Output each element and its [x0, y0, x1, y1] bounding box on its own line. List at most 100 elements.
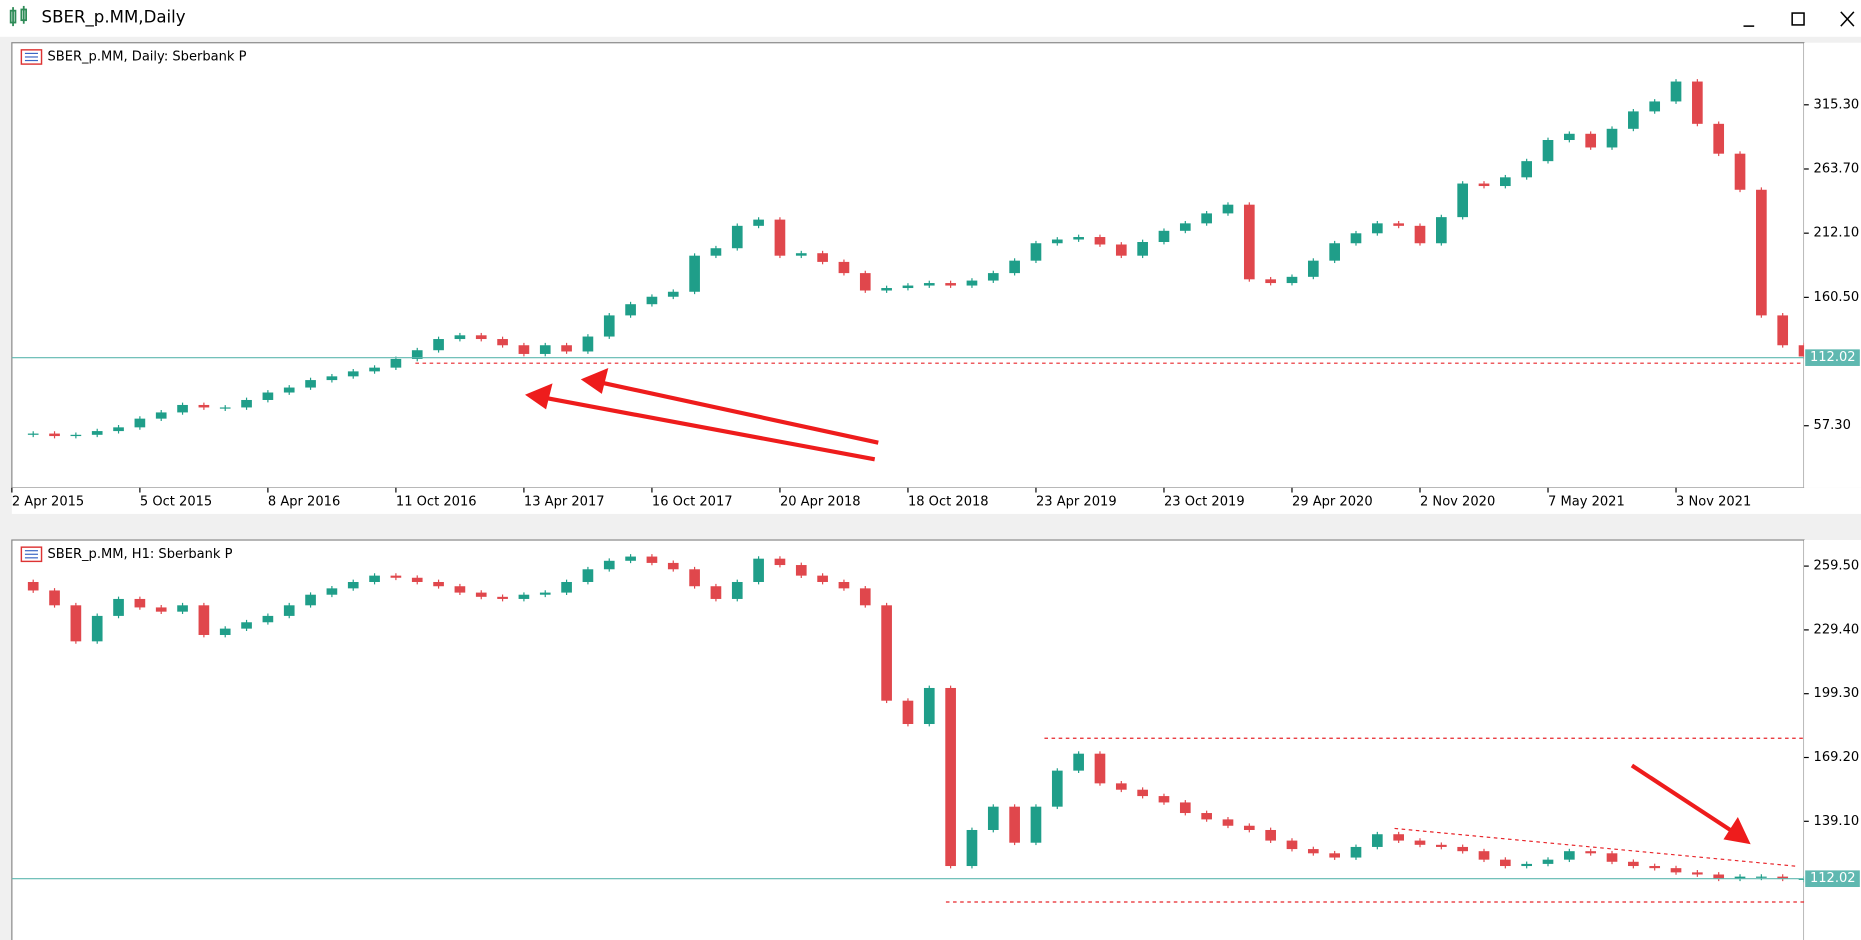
candle-body	[177, 404, 188, 413]
candle-body	[347, 371, 359, 377]
candle-body	[1777, 315, 1789, 346]
x-tick-label: 11 Oct 2016	[396, 495, 477, 510]
y-tick-label: 199.30	[1814, 686, 1860, 701]
candle-body	[1670, 868, 1682, 873]
candle-body	[433, 581, 444, 587]
candle-body	[305, 594, 316, 606]
candle-body	[1329, 243, 1340, 261]
candle-body	[603, 315, 615, 337]
candle-body	[49, 590, 60, 606]
candle-body	[987, 273, 999, 281]
arrow	[1630, 763, 1737, 835]
candle-body	[1798, 345, 1805, 357]
candle-body	[1564, 133, 1575, 141]
candle-body	[1286, 840, 1298, 850]
candle-body	[1734, 876, 1746, 879]
candle-body	[1350, 233, 1362, 244]
price-label: 112.02	[1810, 871, 1856, 886]
candle-body	[1457, 846, 1469, 852]
candle-body	[1009, 260, 1020, 274]
candle-body	[1115, 244, 1127, 256]
candle-body	[1179, 223, 1191, 231]
candle-body	[902, 700, 914, 725]
app-icon	[9, 5, 28, 27]
candle-body	[1201, 813, 1212, 820]
candles	[27, 79, 1805, 439]
candle-body	[1734, 153, 1746, 190]
arrow	[543, 395, 876, 462]
x-tick-label: 16 Oct 2017	[652, 495, 733, 510]
candle-body	[454, 335, 466, 340]
candle-body	[1393, 834, 1404, 841]
candle-body	[1606, 853, 1618, 862]
candle-body	[539, 345, 551, 354]
candle-body	[1051, 239, 1063, 244]
price-label-bg	[1805, 870, 1860, 888]
candle-body	[347, 581, 359, 589]
candle-body	[134, 598, 146, 608]
chart-title: SBER_p.MM, Daily: Sberbank P	[47, 49, 246, 64]
candle-body	[753, 558, 764, 582]
x-tick-label: 7 May 2021	[1548, 495, 1625, 510]
candle-body	[1670, 81, 1682, 102]
candle-body	[731, 581, 743, 599]
maximize-button[interactable]	[1791, 12, 1805, 26]
candle-body	[497, 596, 508, 599]
close-button[interactable]	[1840, 11, 1855, 27]
candle-body	[774, 219, 786, 256]
candle-body	[1137, 242, 1148, 256]
candle-body	[1606, 128, 1618, 148]
candle-body	[241, 622, 252, 629]
candle-body	[710, 248, 722, 256]
chart-icon	[20, 546, 43, 563]
candle-body	[582, 569, 594, 582]
candle-body	[945, 687, 956, 867]
candle-body	[475, 335, 487, 340]
candle-body	[945, 283, 956, 286]
candle-body	[625, 304, 636, 316]
candle-body	[1628, 861, 1639, 867]
candle-body	[859, 273, 871, 291]
candle-body	[1009, 806, 1020, 843]
candle-body	[198, 605, 210, 635]
candle-body	[625, 556, 636, 561]
candle-body	[113, 427, 124, 432]
candle-body	[1393, 223, 1404, 226]
candle-body	[1692, 872, 1703, 875]
y-tick-label: 259.50	[1814, 559, 1860, 574]
candle-body	[1073, 753, 1084, 771]
x-tick-label: 8 Apr 2016	[268, 495, 340, 510]
candle-body	[1073, 237, 1084, 240]
candle-body	[411, 350, 423, 359]
candle-body	[219, 407, 231, 409]
candle-body	[646, 556, 658, 563]
chart-title: SBER_p.MM, H1: Sberbank P	[47, 547, 232, 562]
pane-1	[11, 42, 1805, 489]
candle-body	[433, 339, 444, 351]
candle-body	[475, 592, 487, 597]
candle-body	[454, 586, 466, 593]
candle-body	[1713, 874, 1725, 879]
candle-body	[1371, 223, 1383, 234]
candle-body	[1265, 829, 1276, 841]
candle-body	[1500, 177, 1511, 187]
x-tick-label: 20 Apr 2018	[780, 495, 861, 510]
candle-body	[838, 581, 850, 589]
candle-body	[326, 376, 338, 381]
candle-body	[1414, 840, 1426, 845]
candle-body	[689, 255, 700, 292]
x-tick-label: 29 Apr 2020	[1292, 495, 1373, 510]
candle-body	[966, 280, 978, 286]
candle-body	[1585, 133, 1597, 148]
candle-body	[177, 605, 188, 612]
candle-body	[753, 219, 764, 226]
window-title: SBER_p.MM,Daily	[42, 7, 186, 27]
candle-body	[27, 581, 39, 591]
candle-body	[667, 562, 679, 570]
candle-body	[1521, 161, 1533, 178]
candle-body	[1585, 851, 1597, 854]
time-scale-1	[11, 487, 1861, 514]
candle-body	[1649, 101, 1661, 112]
candle-body	[795, 253, 807, 256]
